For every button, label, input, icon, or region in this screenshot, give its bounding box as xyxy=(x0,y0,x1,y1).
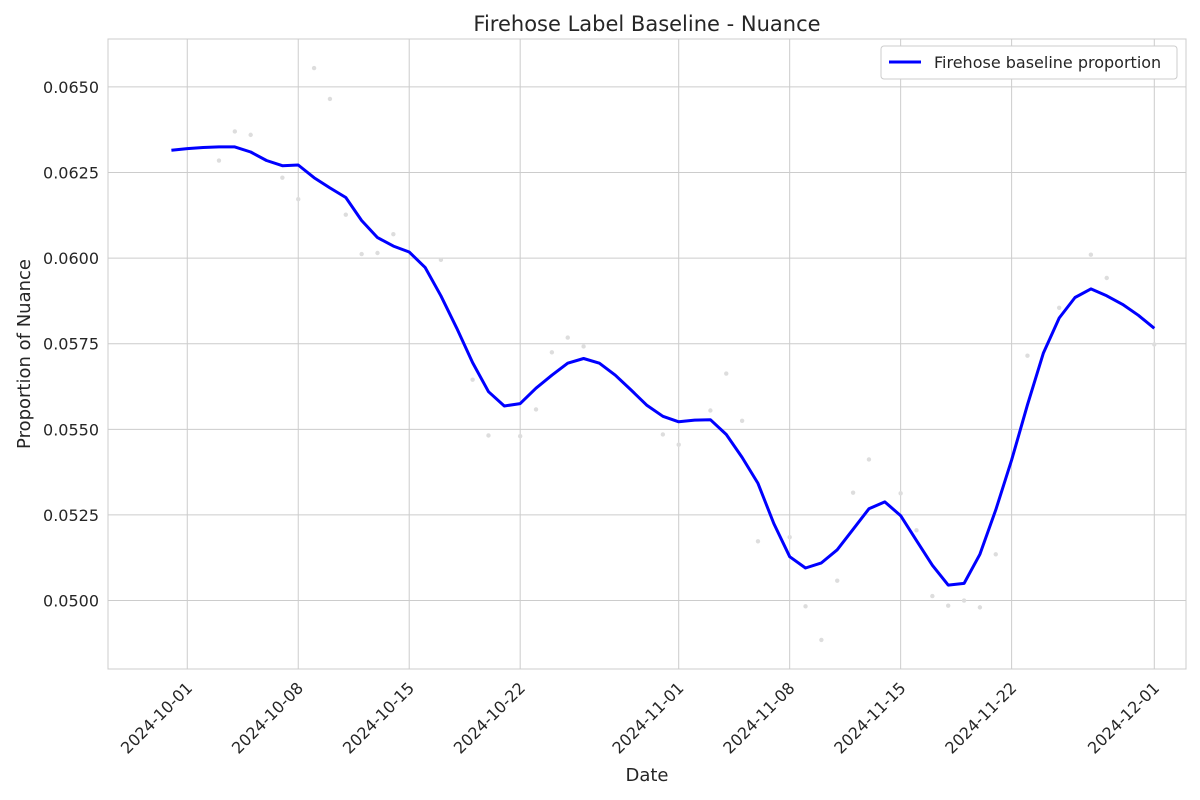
scatter-point xyxy=(1152,342,1157,347)
scatter-point xyxy=(803,604,808,609)
x-tick-label: 2024-11-01 xyxy=(608,678,687,757)
scatter-point xyxy=(866,457,872,462)
scatter-point xyxy=(755,539,761,544)
scatter-point xyxy=(438,257,444,263)
x-tick-label: 2024-10-22 xyxy=(450,678,529,757)
scatter-point xyxy=(850,490,856,495)
scatter-point xyxy=(248,132,253,138)
x-tick-label: 2024-10-15 xyxy=(339,678,418,757)
x-axis-ticks: 2024-10-01 2024-10-08 2024-10-15 2024-10-22… xyxy=(117,678,1163,757)
scatter-point xyxy=(533,407,539,412)
scatter-point xyxy=(708,408,713,413)
scatter-point xyxy=(1025,353,1030,358)
x-tick-label: 2024-11-08 xyxy=(719,678,798,757)
scatter-point xyxy=(835,578,840,583)
scatter-point xyxy=(1056,305,1062,310)
x-tick-label: 2024-11-22 xyxy=(941,678,1020,757)
y-tick-label: 0.0550 xyxy=(43,420,99,439)
x-axis-label: Date xyxy=(625,765,668,786)
scatter-point xyxy=(1104,275,1109,281)
chart-title: Firehose Label Baseline - Nuance xyxy=(473,12,820,36)
scatter-point xyxy=(359,251,364,257)
x-tick-label: 2024-10-01 xyxy=(117,678,196,757)
scatter-point xyxy=(787,534,792,540)
y-tick-label: 0.0600 xyxy=(43,249,99,268)
scatter-point xyxy=(216,158,222,163)
scatter-point xyxy=(930,593,935,599)
scatter-point xyxy=(739,418,745,423)
scatter-point xyxy=(946,603,951,608)
scatter-point xyxy=(280,175,285,180)
scatter-point xyxy=(660,432,666,437)
legend: Firehose baseline proportion xyxy=(880,45,1178,80)
baseline-line xyxy=(171,145,1156,587)
scatter-point xyxy=(565,335,570,340)
scatter-point xyxy=(391,231,396,237)
scatter-point xyxy=(296,197,301,202)
y-tick-label: 0.0500 xyxy=(43,592,99,611)
legend-box xyxy=(880,45,1178,80)
scatter-point xyxy=(311,65,317,71)
y-tick-label: 0.0575 xyxy=(43,335,99,354)
scatter-point xyxy=(676,442,681,447)
scatter-point xyxy=(581,344,586,349)
x-tick-label: 2024-12-01 xyxy=(1084,678,1163,757)
scatter-point xyxy=(961,598,967,603)
grid-lines xyxy=(108,39,1186,669)
y-tick-label: 0.0525 xyxy=(43,506,99,525)
y-tick-label: 0.0650 xyxy=(43,78,99,97)
scatter-point xyxy=(470,377,475,382)
y-tick-label: 0.0625 xyxy=(43,164,99,183)
scatter-point xyxy=(819,637,824,643)
scatter-point xyxy=(375,250,380,256)
scatter-point xyxy=(1088,252,1094,257)
plot-area xyxy=(107,38,1187,670)
x-tick-label: 2024-10-08 xyxy=(228,678,307,757)
scatter-point xyxy=(549,350,555,355)
y-axis-ticks: 0.0500 0.0525 0.0550 0.0575 0.0600 0.0625 0.06… xyxy=(43,78,99,611)
plot-frame xyxy=(107,38,1187,670)
scatter-point xyxy=(327,96,333,102)
scatter-point xyxy=(724,371,729,376)
y-axis-label: Proportion of Nuance xyxy=(14,259,35,449)
scatter-point xyxy=(914,528,919,533)
scatter-point xyxy=(232,129,238,134)
x-tick-label: 2024-11-15 xyxy=(830,678,909,757)
scatter-point xyxy=(343,212,348,217)
scatter-point xyxy=(517,433,523,439)
legend-label: Firehose baseline proportion xyxy=(934,53,1161,72)
scatter-point xyxy=(993,552,998,557)
scatter-point xyxy=(486,433,491,438)
scatter-point xyxy=(977,605,983,610)
scatter-points xyxy=(216,65,1157,643)
scatter-point xyxy=(898,491,903,496)
